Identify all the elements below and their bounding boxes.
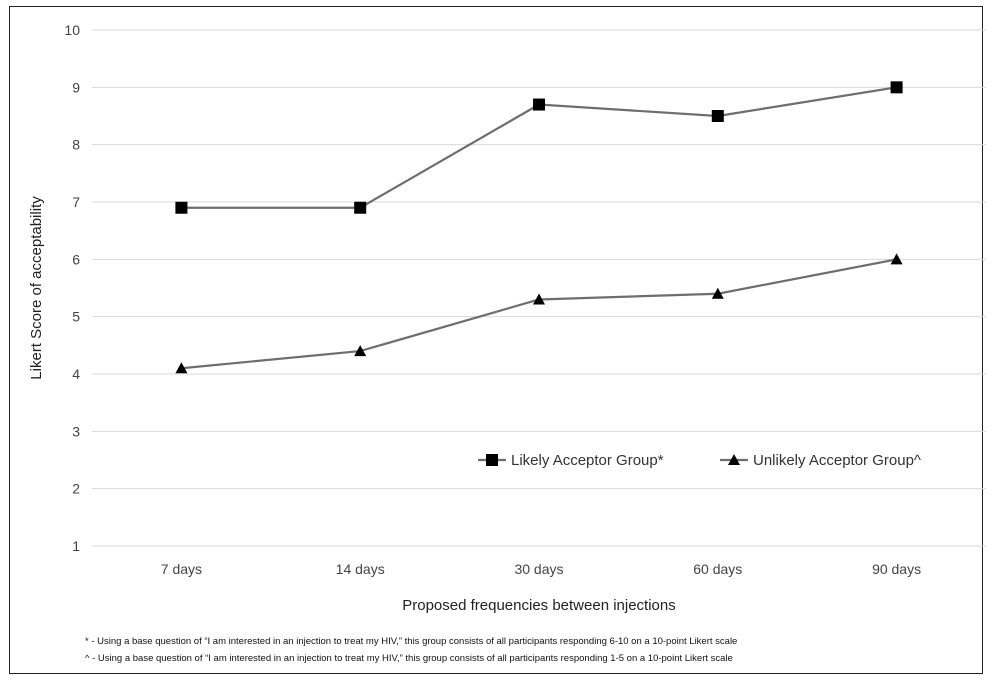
legend-marker-square bbox=[486, 454, 498, 466]
y-axis-title: Likert Score of acceptability bbox=[28, 196, 45, 380]
legend-item: Likely Acceptor Group* bbox=[478, 452, 664, 469]
legend: Likely Acceptor Group* Unlikely Acceptor … bbox=[478, 452, 921, 469]
footnote-unlikely: ^ - Using a base question of “I am inter… bbox=[85, 653, 733, 664]
figure-frame bbox=[9, 6, 983, 674]
data-point-square bbox=[711, 110, 724, 122]
x-axis-title: Proposed frequencies between injections bbox=[402, 597, 676, 614]
legend-label: Unlikely Acceptor Group^ bbox=[753, 452, 921, 469]
data-point-square bbox=[354, 201, 367, 214]
y-tick-label: 1 bbox=[72, 538, 80, 554]
data-point-triangle bbox=[175, 362, 188, 374]
series-triangle bbox=[175, 253, 903, 374]
series-lines bbox=[175, 81, 903, 374]
y-tick-label: 6 bbox=[72, 251, 80, 267]
data-point-triangle bbox=[711, 287, 724, 299]
y-tick-label: 4 bbox=[72, 366, 80, 382]
y-tick-label: 2 bbox=[72, 481, 80, 497]
x-tick-label: 60 days bbox=[693, 561, 742, 577]
y-tick-label: 8 bbox=[72, 137, 80, 153]
data-point-square bbox=[533, 98, 545, 111]
x-tick-label: 14 days bbox=[336, 561, 385, 577]
series-square bbox=[175, 81, 903, 214]
x-tick-labels: 7 days 14 days 30 days 60 days 90 days bbox=[161, 561, 921, 577]
legend-marker-triangle bbox=[728, 454, 740, 465]
data-point-square bbox=[175, 201, 188, 214]
data-point-triangle bbox=[533, 293, 545, 305]
x-tick-label: 90 days bbox=[872, 561, 921, 577]
x-tick-label: 30 days bbox=[514, 561, 563, 577]
data-point-triangle bbox=[890, 253, 903, 265]
series-line bbox=[181, 258, 897, 370]
legend-item: Unlikely Acceptor Group^ bbox=[720, 452, 921, 469]
legend-label: Likely Acceptor Group* bbox=[511, 452, 664, 469]
x-tick-label: 7 days bbox=[161, 561, 202, 577]
y-tick-label: 5 bbox=[72, 309, 80, 325]
y-tick-label: 7 bbox=[72, 194, 80, 210]
data-point-triangle bbox=[354, 345, 367, 357]
y-tick-label: 3 bbox=[72, 423, 80, 439]
y-tick-label: 10 bbox=[64, 22, 80, 38]
y-tick-label: 9 bbox=[72, 79, 80, 95]
y-tick-labels: 1 2 3 4 5 6 7 8 9 10 bbox=[64, 22, 80, 554]
grid-lines bbox=[92, 29, 986, 547]
data-point-square bbox=[890, 81, 903, 94]
footnote-likely: * - Using a base question of “I am inter… bbox=[85, 636, 738, 647]
